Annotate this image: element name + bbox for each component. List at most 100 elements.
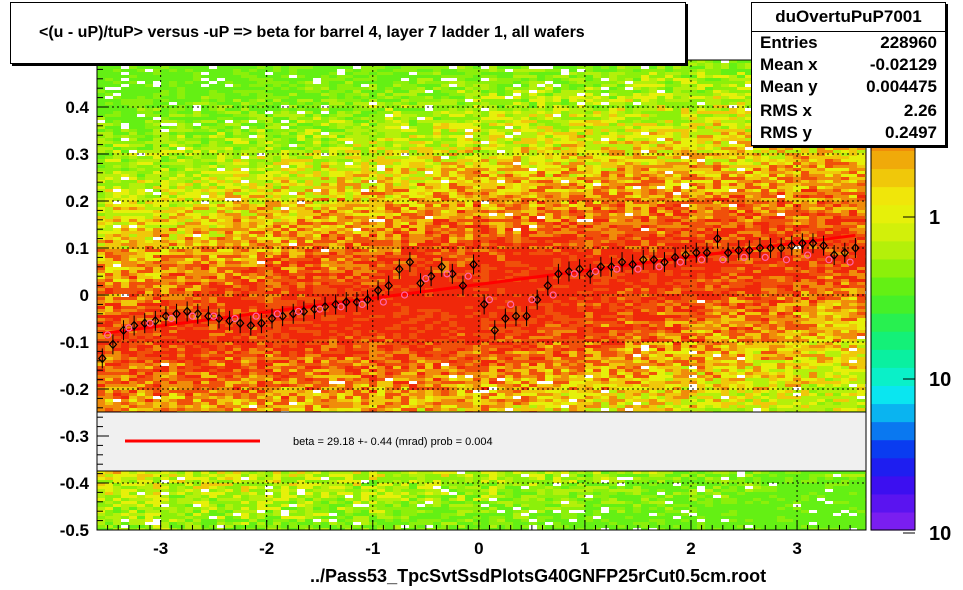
heatmap-cell xyxy=(233,93,241,96)
heatmap-cell xyxy=(393,132,401,135)
heatmap-cell xyxy=(617,156,625,159)
heatmap-cell xyxy=(601,192,609,195)
heatmap-cell xyxy=(761,150,769,153)
heatmap-cell xyxy=(233,171,241,174)
heatmap-cell xyxy=(385,93,393,96)
heatmap-cell xyxy=(193,171,201,174)
heatmap-cell xyxy=(417,123,425,126)
heatmap-cell xyxy=(97,66,105,69)
heatmap-cell xyxy=(729,147,737,150)
heatmap-cell xyxy=(169,186,177,189)
heatmap-cell xyxy=(513,75,521,78)
heatmap-cell xyxy=(617,90,625,93)
heatmap-cell xyxy=(417,144,425,147)
heatmap-cell xyxy=(553,192,561,195)
heatmap-cell xyxy=(721,138,729,141)
heatmap-cell xyxy=(593,120,601,123)
heatmap-cell xyxy=(697,135,705,138)
heatmap-cell xyxy=(353,126,361,129)
heatmap-cell xyxy=(441,72,449,75)
heatmap-cell xyxy=(153,207,161,210)
heatmap-cell xyxy=(145,171,153,174)
heatmap-cell xyxy=(321,99,329,102)
heatmap-cell xyxy=(113,87,121,90)
heatmap-cell xyxy=(297,168,305,171)
heatmap-cell xyxy=(489,69,497,72)
heatmap-cell xyxy=(177,174,185,177)
heatmap-cell xyxy=(457,192,465,195)
heatmap-cell xyxy=(633,108,641,111)
heatmap-cell xyxy=(569,180,577,183)
heatmap-cell xyxy=(457,102,465,105)
heatmap-cell xyxy=(793,171,801,174)
heatmap-cell xyxy=(449,81,457,84)
heatmap-cell xyxy=(537,102,545,105)
heatmap-cell xyxy=(649,129,657,132)
heatmap-cell xyxy=(393,66,401,69)
heatmap-cell xyxy=(569,195,577,198)
heatmap-cell xyxy=(305,159,313,162)
heatmap-cell xyxy=(417,141,425,144)
heatmap-cell xyxy=(289,99,297,102)
heatmap-cell xyxy=(361,159,369,162)
heatmap-cell xyxy=(737,198,745,201)
heatmap-cell xyxy=(609,204,617,207)
heatmap-cell xyxy=(129,99,137,102)
heatmap-cell xyxy=(449,189,457,192)
heatmap-cell xyxy=(721,210,729,213)
heatmap-cell xyxy=(417,72,425,75)
heatmap-cell xyxy=(705,189,713,192)
heatmap-cell xyxy=(689,165,697,168)
heatmap-cell xyxy=(505,66,513,69)
heatmap-cell xyxy=(249,147,257,150)
heatmap-cell xyxy=(457,120,465,123)
heatmap-cell xyxy=(785,186,793,189)
heatmap-cell xyxy=(129,147,137,150)
heatmap-cell xyxy=(601,96,609,99)
heatmap-cell xyxy=(529,63,537,66)
heatmap-cell xyxy=(121,120,129,123)
heatmap-cell xyxy=(537,174,545,177)
heatmap-cell xyxy=(281,114,289,117)
heatmap-cell xyxy=(673,66,681,69)
heatmap-cell xyxy=(337,186,345,189)
heatmap-cell xyxy=(105,111,113,114)
heatmap-cell xyxy=(305,204,313,207)
heatmap-cell xyxy=(249,69,257,72)
heatmap-cell xyxy=(465,177,473,180)
heatmap-cell xyxy=(561,159,569,162)
heatmap-cell xyxy=(305,192,313,195)
heatmap-cell xyxy=(249,168,257,171)
heatmap-cell xyxy=(353,78,361,81)
heatmap-cell xyxy=(129,120,137,123)
heatmap-cell xyxy=(425,69,433,72)
heatmap-cell xyxy=(337,63,345,66)
heatmap-cell xyxy=(601,141,609,144)
heatmap-cell xyxy=(553,138,561,141)
heatmap-cell xyxy=(393,177,401,180)
heatmap-cell xyxy=(297,177,305,180)
heatmap-cell xyxy=(705,171,713,174)
heatmap-cell xyxy=(409,72,417,75)
heatmap-cell xyxy=(721,120,729,123)
heatmap-cell xyxy=(729,87,737,90)
heatmap-cell xyxy=(457,156,465,159)
heatmap-cell xyxy=(769,156,777,159)
heatmap-cell xyxy=(105,78,113,81)
heatmap-cell xyxy=(129,111,137,114)
heatmap-cell xyxy=(681,144,689,147)
heatmap-cell xyxy=(585,156,593,159)
heatmap-cell xyxy=(321,105,329,108)
heatmap-cell xyxy=(417,105,425,108)
heatmap-cell xyxy=(137,123,145,126)
heatmap-cell xyxy=(633,69,641,72)
heatmap-cell xyxy=(177,111,185,114)
heatmap-cell xyxy=(353,171,361,174)
heatmap-cell xyxy=(377,90,385,93)
heatmap-cell xyxy=(257,117,265,120)
heatmap-cell xyxy=(761,174,769,177)
heatmap-cell xyxy=(657,207,665,210)
heatmap-cell xyxy=(497,204,505,207)
heatmap-cell xyxy=(849,189,857,192)
